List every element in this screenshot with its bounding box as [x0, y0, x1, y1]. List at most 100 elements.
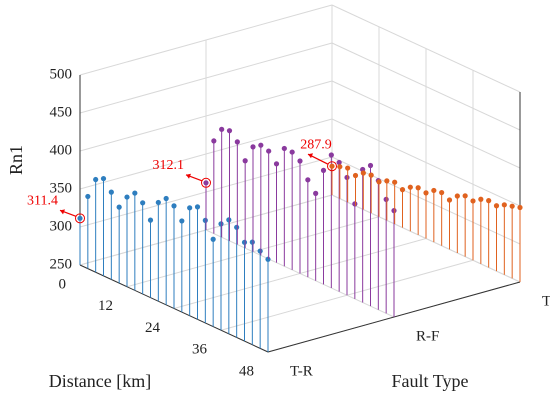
- highlight-ring: [201, 177, 211, 188]
- stem-marker: [336, 159, 342, 166]
- x-tick-label: 12: [98, 298, 113, 314]
- stem-marker: [210, 236, 216, 242]
- stem-marker: [93, 176, 99, 183]
- stem-marker: [281, 145, 287, 152]
- stem-marker: [376, 179, 382, 185]
- y-tick-label: R-F: [416, 328, 439, 344]
- z-tick-label: 500: [50, 66, 73, 82]
- stem-marker: [194, 204, 201, 210]
- stem-marker: [454, 193, 460, 199]
- stem-marker: [478, 196, 484, 202]
- stem-marker: [187, 205, 193, 211]
- stem-marker: [415, 185, 421, 191]
- x-axis-label: Distance [km]: [49, 371, 151, 391]
- stem-marker: [399, 187, 406, 193]
- stem-marker: [77, 215, 83, 221]
- stem-marker: [273, 161, 280, 167]
- annotation: 287.9: [300, 137, 332, 152]
- stem-marker: [337, 164, 343, 170]
- stem-marker: [313, 190, 319, 196]
- stem-marker: [116, 204, 122, 210]
- stem-marker: [124, 194, 130, 200]
- stem-marker: [234, 139, 240, 145]
- stem-marker: [85, 193, 91, 200]
- y-tick-label: T-R: [290, 363, 313, 379]
- stem-marker: [241, 239, 248, 245]
- x-tick-label: 48: [239, 363, 254, 379]
- x-tick-label: 36: [192, 342, 208, 358]
- stem-marker: [486, 198, 492, 204]
- annotation: 312.1: [153, 158, 185, 173]
- arrow-head: [308, 153, 313, 159]
- stem-marker: [218, 221, 224, 227]
- highlight-ring: [75, 213, 85, 224]
- stem-marker: [219, 126, 225, 132]
- stem-marker: [509, 203, 515, 209]
- stem-marker: [147, 217, 154, 223]
- stem-marker: [493, 203, 500, 209]
- stem-marker: [140, 200, 146, 206]
- stem-marker: [345, 165, 351, 171]
- stem-marker: [352, 172, 359, 179]
- stem-marker: [100, 175, 107, 182]
- z-tick-label: 300: [50, 218, 73, 234]
- stem-marker: [368, 172, 374, 178]
- stem-marker: [289, 149, 295, 155]
- stem-marker: [423, 190, 429, 196]
- z-axis-label: Rn1: [6, 145, 26, 175]
- highlight-ring: [327, 161, 337, 172]
- stem-marker: [305, 177, 311, 183]
- stem-marker: [517, 204, 523, 211]
- stem-marker: [439, 189, 445, 196]
- stem-marker: [257, 248, 263, 254]
- stem-marker: [250, 144, 256, 150]
- stem-marker: [108, 189, 114, 195]
- stem-marker: [328, 152, 334, 158]
- stem-marker: [360, 170, 366, 176]
- stem-marker: [391, 208, 397, 214]
- stem-marker: [211, 138, 217, 144]
- stem-marker: [202, 217, 208, 223]
- stem-marker: [320, 167, 327, 173]
- stem-marker: [171, 203, 177, 209]
- stem-marker: [132, 190, 138, 196]
- annotation: 311.4: [27, 194, 58, 209]
- arrow-head: [186, 173, 191, 179]
- stem-marker: [501, 202, 507, 208]
- stem-marker: [163, 195, 169, 202]
- z-tick-label: 400: [50, 142, 73, 158]
- x-tick-label: 0: [59, 276, 67, 292]
- stem-marker: [249, 239, 255, 245]
- stem-marker: [242, 158, 248, 164]
- y-tick-label: T-F: [542, 293, 550, 309]
- stem-marker: [367, 162, 374, 169]
- stem-marker: [352, 201, 358, 207]
- z-tick-label: 250: [50, 256, 73, 272]
- stem-marker: [155, 199, 161, 206]
- stem-marker: [392, 179, 398, 185]
- x-tick-label: 24: [145, 320, 161, 336]
- stem-marker: [266, 148, 272, 154]
- stem-marker: [265, 256, 271, 262]
- stem-marker: [407, 184, 413, 190]
- z-tick-label: 450: [50, 104, 73, 120]
- stem-marker: [470, 198, 476, 204]
- stem-marker: [226, 128, 233, 134]
- stem-marker: [462, 193, 468, 199]
- stem-marker: [226, 217, 232, 223]
- y-axis-label: Fault Type: [392, 371, 469, 391]
- stem-marker: [446, 197, 453, 203]
- arrow-head: [60, 209, 65, 215]
- stem-marker: [203, 180, 209, 186]
- stem-marker: [384, 178, 390, 184]
- stem-marker: [329, 163, 335, 169]
- z-tick-label: 350: [50, 180, 73, 196]
- stem-marker: [258, 142, 264, 148]
- stem-marker: [344, 174, 350, 181]
- stem-marker: [234, 224, 240, 230]
- stem-marker: [431, 187, 437, 194]
- stem-marker: [297, 158, 303, 164]
- stem-marker: [383, 196, 389, 202]
- stem-marker: [179, 218, 185, 224]
